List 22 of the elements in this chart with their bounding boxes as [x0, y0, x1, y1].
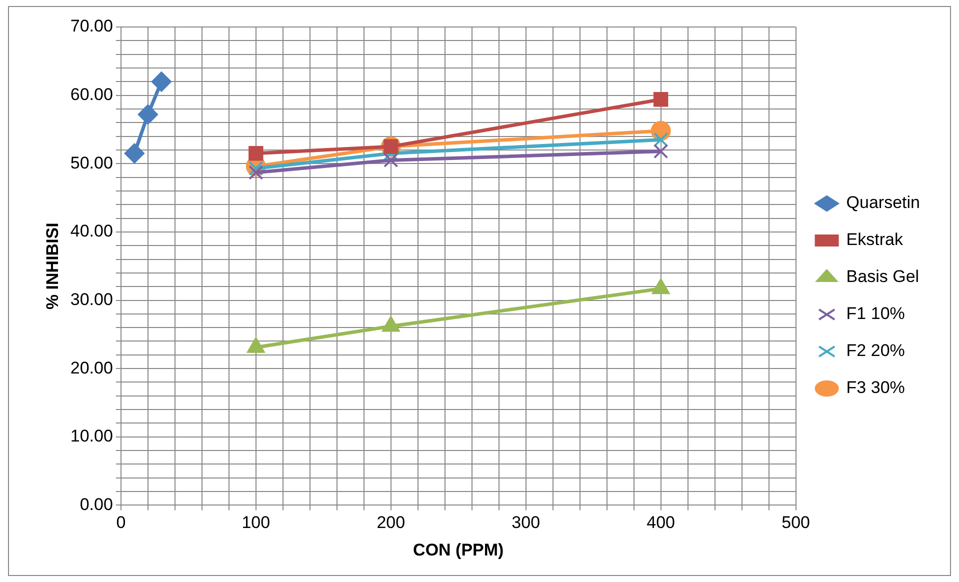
x-tick-label: 100 [242, 513, 270, 532]
legend-label: Ekstrak [846, 230, 904, 250]
x-tick-label: 300 [512, 513, 540, 532]
y-tick-label: 0.00 [80, 494, 113, 514]
x-tick-label: 200 [376, 513, 406, 532]
y-tick-label: 30.00 [70, 290, 113, 309]
legend-label: Basis Gel [846, 267, 920, 286]
legend-label: F2 20% [846, 341, 905, 360]
y-tick-label: 40.00 [70, 222, 113, 241]
y-tick-label: 50.00 [70, 153, 113, 172]
y-tick-label: 60.00 [70, 85, 113, 104]
x-tick-label: 0 [116, 513, 126, 532]
x-tick-label: 500 [782, 513, 810, 532]
y-tick-label: 70.00 [70, 16, 113, 36]
y-axis-title: % INHIBISI [42, 222, 62, 310]
x-tick-label: 400 [646, 513, 676, 532]
x-axis-title: CON (PPM) [413, 540, 504, 560]
y-tick-label: 20.00 [70, 358, 113, 378]
legend-label: Quarsetin [846, 193, 920, 212]
legend-label: F3 30% [846, 378, 905, 398]
legend-label: F1 10% [846, 304, 905, 324]
y-tick-label: 10.00 [70, 426, 113, 446]
